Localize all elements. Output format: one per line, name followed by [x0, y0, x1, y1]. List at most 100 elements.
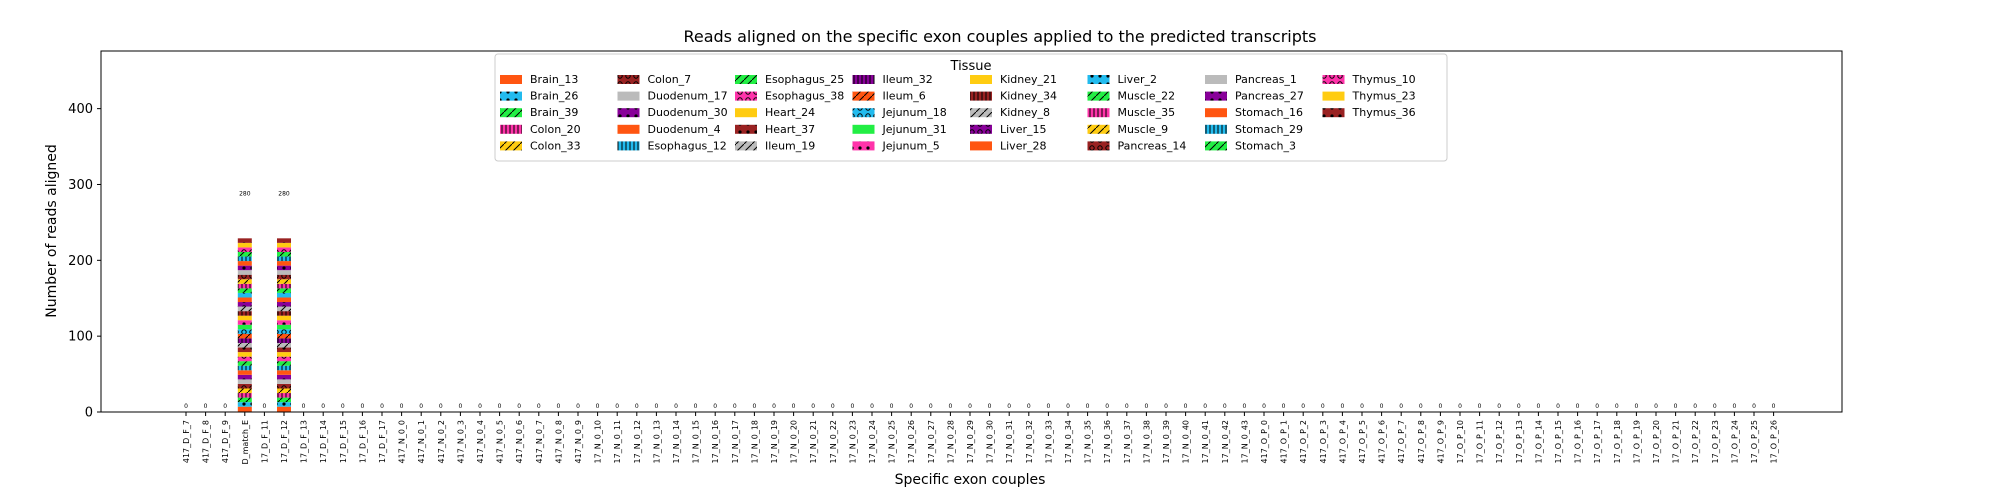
bar-segment-kidney-21-3 [237, 315, 252, 321]
x-tick-label-23: 17_N_0_12 [633, 420, 642, 463]
x-tick-label-77: 17_O_P_22 [1691, 420, 1700, 463]
total-label-59: 0 [1340, 403, 1344, 410]
bar-segment-thymus-36-5 [277, 238, 291, 243]
total-label-55: 0 [1262, 403, 1266, 410]
bar-segment-duodenum-4-3 [237, 370, 252, 375]
legend-label-stomach-29: Stomach_29 [1235, 123, 1303, 136]
total-label-58: 0 [1321, 403, 1325, 410]
x-axis-label: Specific exon couples [895, 472, 1046, 488]
legend-label-liver-15: Liver_15 [1000, 123, 1046, 136]
legend: Tissue Brain_13 Brain_26 Brain_39 Colon_20 C… [494, 53, 1448, 162]
x-tick-label-7: 17_D_F_14 [319, 420, 328, 463]
total-label-24: 0 [654, 403, 658, 410]
y-tick-label-2: 200 [68, 254, 93, 269]
legend-swatch-jejunum-18 [852, 108, 875, 118]
total-label-25: 0 [674, 403, 678, 410]
legend-label-pancreas-1: Pancreas_1 [1235, 73, 1297, 86]
bar-segment-jejunum-5-3 [237, 320, 252, 325]
legend-swatch-liver-28 [970, 141, 992, 151]
legend-label-colon-20: Colon_20 [530, 123, 581, 136]
legend-swatch-muscle-22 [1087, 91, 1110, 101]
x-tick-label-55: 417_O_P_0 [1260, 420, 1269, 463]
x-tick-label-33: 17_N_0_22 [829, 420, 838, 463]
total-label-15: 0 [478, 403, 482, 410]
x-tick-label-60: 417_O_P_5 [1358, 420, 1367, 463]
legend-swatch-ileum-6 [852, 91, 875, 101]
bar-segment-muscle-22-5 [277, 288, 291, 293]
legend-label-duodenum-17: Duodenum_17 [648, 90, 728, 103]
total-label-62: 0 [1399, 403, 1403, 410]
total-label-34: 0 [850, 403, 854, 410]
x-tick-label-39: 17_N_0_28 [946, 420, 955, 463]
legend-swatch-muscle-9 [1087, 124, 1110, 134]
bar-segment-heart-37-3 [237, 347, 252, 353]
legend-swatch-kidney-34 [970, 91, 992, 101]
total-label-51: 0 [1184, 403, 1188, 410]
total-label-11: 0 [400, 403, 404, 410]
total-label-6: 0 [302, 403, 306, 410]
bar-segment-pancreas-27-3 [237, 265, 252, 271]
total-label-30: 0 [772, 403, 776, 410]
x-tick-label-78: 17_O_P_23 [1711, 420, 1720, 463]
legend-swatch-pancreas-27 [1205, 91, 1227, 101]
total-label-8: 0 [341, 403, 345, 410]
bar-segment-jejunum-18-5 [277, 329, 291, 334]
x-tick-label-63: 417_O_P_8 [1417, 420, 1426, 463]
x-tick-label-80: 17_O_P_25 [1750, 420, 1759, 463]
total-label-71: 0 [1576, 403, 1580, 410]
x-tick-label-61: 417_O_P_6 [1378, 420, 1387, 463]
total-label-16: 0 [498, 403, 502, 410]
bar-segment-duodenum-17-3 [237, 379, 252, 384]
bar-segment-thymus-23-5 [277, 242, 291, 248]
legend-label-duodenum-4: Duodenum_4 [648, 123, 721, 136]
x-tick-label-12: 417_N_0_1 [417, 420, 426, 463]
total-label-2: 0 [223, 403, 227, 410]
x-tick-label-62: 417_O_P_7 [1397, 420, 1406, 463]
total-label-75: 0 [1654, 403, 1658, 410]
legend-swatch-liver-2 [1087, 75, 1110, 84]
bar-segment-brain-13-5 [277, 406, 291, 412]
bar-segment-liver-2-3 [237, 292, 252, 298]
bar-segment-ileum-19-3 [237, 342, 252, 348]
bar-segment-colon-20-3 [237, 393, 252, 398]
legend-title: Tissue [950, 59, 992, 74]
legend-swatch-jejunum-5 [852, 141, 875, 151]
legend-label-muscle-35: Muscle_35 [1118, 106, 1176, 119]
bar-segment-colon-33-5 [277, 388, 291, 394]
x-tick-label-0: 417_D_F_7 [182, 420, 191, 463]
total-label-29: 0 [752, 403, 756, 410]
legend-swatch-muscle-35 [1087, 108, 1110, 118]
x-tick-label-73: 17_O_P_18 [1613, 420, 1622, 463]
total-label-50: 0 [1164, 403, 1168, 410]
legend-swatch-pancreas-14 [1087, 141, 1110, 151]
legend-label-esophagus-12: Esophagus_12 [648, 139, 727, 152]
bar-segment-jejunum-31-5 [277, 324, 291, 330]
total-label-44: 0 [1046, 403, 1050, 410]
bar-segment-pancreas-1-3 [237, 270, 252, 275]
bar-segment-thymus-10-5 [277, 247, 291, 252]
legend-swatch-ileum-32 [852, 75, 875, 84]
total-label-56: 0 [1282, 403, 1286, 410]
x-tick-label-13: 417_N_0_2 [437, 420, 446, 463]
total-label-47: 0 [1105, 403, 1109, 410]
legend-label-muscle-9: Muscle_9 [1118, 123, 1169, 136]
total-label-4: 0 [262, 403, 266, 410]
legend-swatch-ileum-19 [735, 141, 757, 151]
bar-segment-liver-15-5 [277, 302, 291, 307]
legend-swatch-pancreas-1 [1205, 75, 1227, 84]
legend-label-thymus-10: Thymus_10 [1352, 73, 1416, 86]
total-label-9: 0 [360, 403, 364, 410]
total-label-31: 0 [792, 403, 796, 410]
total-label-76: 0 [1674, 403, 1678, 410]
x-tick-label-25: 17_N_0_14 [672, 420, 681, 463]
legend-label-jejunum-18: Jejunum_18 [882, 106, 947, 119]
bar-segment-stomach-16-5 [277, 261, 291, 266]
bar-segment-stomach-16-3 [237, 261, 252, 266]
legend-label-colon-33: Colon_33 [530, 139, 581, 152]
legend-label-esophagus-25: Esophagus_25 [765, 73, 844, 86]
legend-label-esophagus-38: Esophagus_38 [765, 90, 844, 103]
x-tick-label-70: 17_O_P_15 [1554, 420, 1563, 463]
y-tick-label-0: 0 [85, 406, 93, 421]
x-tick-label-81: 17_O_P_26 [1770, 420, 1779, 463]
total-label-63: 0 [1419, 403, 1423, 410]
